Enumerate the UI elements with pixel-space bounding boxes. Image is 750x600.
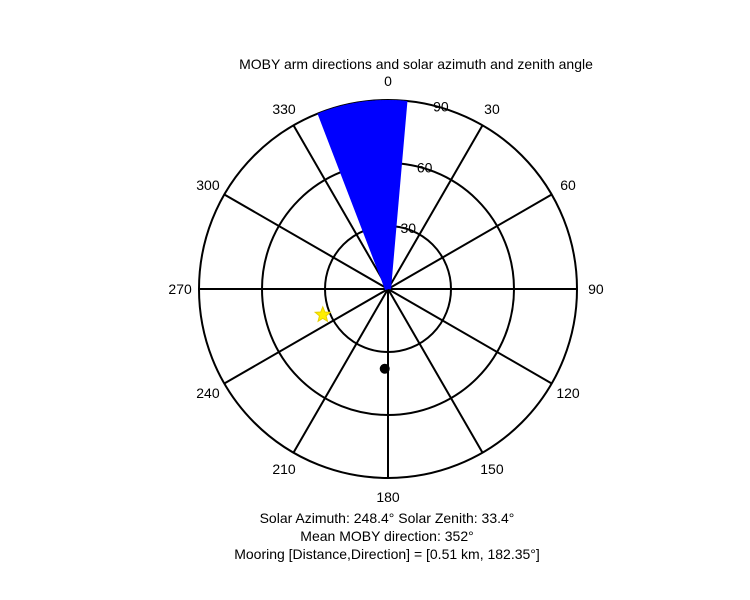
solar-position-marker: [313, 305, 332, 323]
mooring-marker: [379, 363, 390, 374]
angle-tick-label-300: 300: [196, 177, 220, 193]
mooring-caption: Mooring [Distance,Direction] = [0.51 km,…: [234, 546, 540, 562]
angle-tick-label-60: 60: [560, 177, 576, 193]
radial-tick-label-30: 30: [401, 220, 417, 236]
arm-direction-line-26: [385, 100, 408, 290]
angle-tick-label-180: 180: [376, 489, 400, 505]
grid-spoke-30: [387, 124, 484, 290]
angle-tick-label-240: 240: [196, 385, 220, 401]
chart-title: MOBY arm directions and solar azimuth an…: [239, 56, 593, 72]
grid-spoke-210: [292, 288, 389, 454]
angle-tick-label-30: 30: [484, 101, 500, 117]
angle-tick-label-0: 0: [384, 73, 392, 89]
angle-tick-label-150: 150: [480, 461, 504, 477]
grid-spoke-60: [387, 193, 553, 290]
radial-tick-label-60: 60: [417, 159, 433, 175]
grid-spoke-300: [223, 193, 389, 290]
solar-info-caption: Solar Azimuth: 248.4° Solar Zenith: 33.4…: [259, 510, 515, 526]
angle-tick-label-330: 330: [272, 101, 296, 117]
radial-tick-label-90: 90: [433, 98, 449, 114]
grid-spoke-240: [223, 288, 389, 385]
angle-tick-label-270: 270: [168, 281, 192, 297]
grid-spoke-120: [387, 288, 553, 385]
grid-spoke-330: [292, 124, 389, 290]
angle-tick-label-90: 90: [588, 281, 604, 297]
angle-tick-label-120: 120: [556, 385, 580, 401]
angle-tick-label-210: 210: [272, 461, 296, 477]
mean-direction-caption: Mean MOBY direction: 352°: [300, 528, 474, 544]
grid-spoke-150: [387, 288, 484, 454]
